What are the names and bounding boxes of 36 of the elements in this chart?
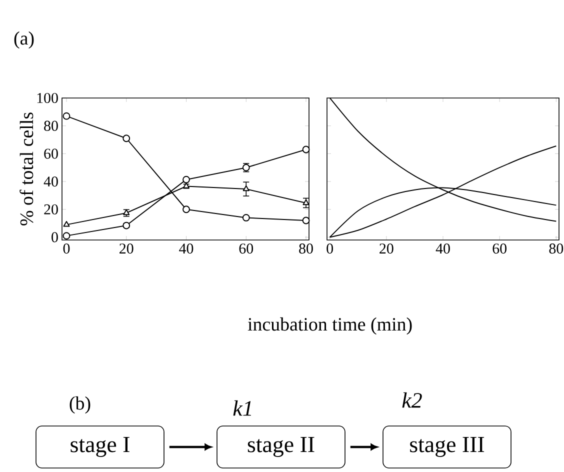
text: k1 bbox=[233, 400, 251, 416]
y-tick-label: 100 bbox=[37, 92, 58, 104]
x-tick-label: 60 bbox=[492, 244, 506, 254]
x-axis-title: incubation time (min) bbox=[248, 317, 412, 335]
y-tick-label: 40 bbox=[44, 176, 58, 187]
point bbox=[242, 185, 250, 192]
text: k2 bbox=[402, 392, 422, 408]
x-tick-label: 80 bbox=[299, 244, 313, 254]
x-tick-label: 80 bbox=[549, 244, 564, 254]
x-tick-label: 20 bbox=[380, 244, 394, 254]
x-tick-label: 0 bbox=[63, 244, 70, 254]
y-tick-label: 0 bbox=[52, 232, 58, 242]
point bbox=[63, 220, 70, 227]
text: (b) bbox=[70, 396, 90, 414]
point bbox=[302, 216, 310, 224]
x-tick-label: 0 bbox=[326, 244, 334, 254]
text: stage III bbox=[410, 437, 484, 457]
y-axis-title: % of total cells bbox=[20, 112, 34, 226]
point bbox=[122, 134, 130, 142]
x-tick-label: 60 bbox=[239, 244, 254, 254]
point bbox=[62, 112, 70, 120]
point bbox=[302, 199, 310, 206]
point bbox=[62, 232, 70, 240]
x-tick-label: 40 bbox=[436, 244, 450, 254]
point bbox=[182, 206, 190, 214]
point bbox=[242, 214, 250, 222]
x-tick-label: 20 bbox=[120, 244, 134, 254]
text: stage I bbox=[70, 437, 130, 457]
point bbox=[302, 146, 310, 154]
y-tick-label: 20 bbox=[44, 204, 58, 214]
text: stage II bbox=[248, 437, 314, 457]
text: (a) bbox=[14, 31, 34, 49]
x-tick-label: 40 bbox=[179, 244, 194, 254]
y-tick-label: 60 bbox=[44, 148, 58, 159]
point bbox=[182, 176, 190, 184]
y-tick-label: 80 bbox=[44, 120, 58, 131]
